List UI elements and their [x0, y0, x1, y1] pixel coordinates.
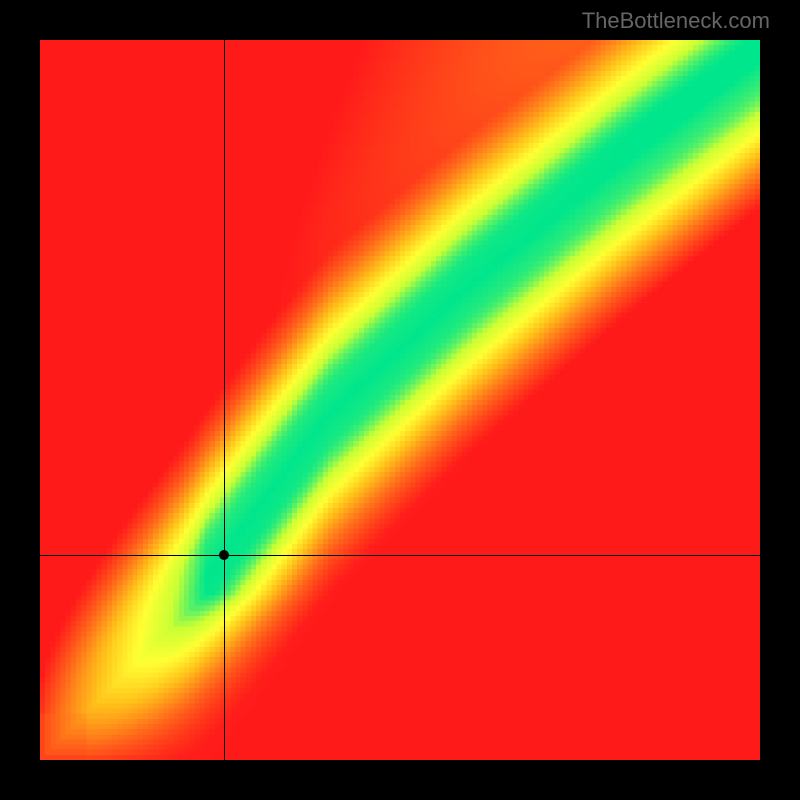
- heatmap-canvas: [40, 40, 760, 760]
- crosshair-marker-dot: [219, 550, 229, 560]
- crosshair-horizontal-line: [40, 555, 760, 556]
- heatmap-plot-area: [40, 40, 760, 760]
- crosshair-vertical-line: [224, 40, 225, 760]
- watermark-text: TheBottleneck.com: [582, 8, 770, 34]
